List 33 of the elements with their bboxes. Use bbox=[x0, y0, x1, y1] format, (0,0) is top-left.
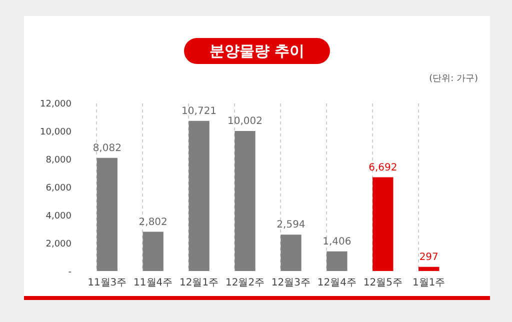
y-tick-label: 2,000 bbox=[46, 240, 72, 250]
chart-title: 분양물량 추이 bbox=[184, 38, 330, 64]
bar bbox=[142, 232, 164, 271]
x-tick-label: 11월4주 bbox=[134, 278, 173, 288]
data-label: 8,082 bbox=[92, 142, 122, 154]
bar bbox=[234, 130, 256, 271]
x-tick-label: 12월5주 bbox=[363, 278, 402, 288]
text: (단위: 가구) bbox=[429, 73, 478, 85]
bar bbox=[188, 120, 210, 271]
bar bbox=[96, 158, 118, 271]
x-tick-label: 12월2주 bbox=[225, 278, 265, 288]
bar bbox=[372, 177, 394, 271]
data-label: 2,802 bbox=[138, 216, 168, 228]
data-label: 10,721 bbox=[182, 106, 217, 117]
bar bbox=[418, 266, 440, 271]
y-tick-label: 4,000 bbox=[46, 212, 72, 222]
y-tick-label: 6,000 bbox=[46, 184, 72, 194]
y-tick-label: - bbox=[68, 268, 72, 278]
x-tick-label: 12월4주 bbox=[317, 278, 356, 288]
data-label: 10,002 bbox=[228, 116, 263, 127]
data-label: 6,692 bbox=[368, 162, 398, 174]
data-label: 2,594 bbox=[276, 220, 306, 231]
y-tick-label: 10,000 bbox=[40, 128, 72, 138]
x-tick-label: 11월3주 bbox=[88, 278, 127, 288]
y-tick-label: 12,000 bbox=[40, 100, 72, 110]
bar bbox=[280, 234, 302, 271]
x-tick-label: 12월1주 bbox=[180, 278, 219, 288]
data-label: 1,406 bbox=[322, 236, 352, 248]
x-tick-label: 12월3주 bbox=[271, 278, 311, 288]
x-tick-label: 1월1주 bbox=[412, 278, 446, 288]
data-label: 297 bbox=[419, 252, 438, 263]
bar bbox=[326, 251, 348, 271]
y-tick-label: 8,000 bbox=[46, 156, 72, 166]
